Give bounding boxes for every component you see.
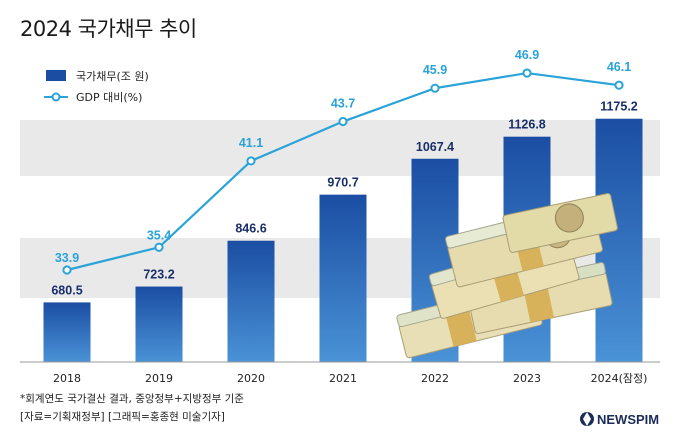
x-tick-label: 2019 — [145, 372, 173, 385]
note-source: [자료=기획재정부] [그래픽=홍종현 미술기자] — [20, 410, 225, 423]
bar-2021 — [319, 194, 367, 362]
legend-bar-label: 국가채무(조 원) — [76, 70, 149, 83]
gdp-value-label: 41.1 — [239, 136, 263, 150]
gdp-point-2024(잠정) — [614, 80, 624, 90]
gdp-value-label: 35.4 — [147, 228, 171, 242]
legend-bar-swatch — [46, 70, 66, 81]
gdp-value-label: 46.1 — [607, 60, 631, 74]
bar-value-label: 1067.4 — [416, 140, 454, 154]
x-tick-label: 2018 — [53, 372, 81, 385]
bar-2018 — [43, 302, 91, 362]
bar-value-label: 846.6 — [235, 222, 266, 236]
bar-value-label: 970.7 — [327, 176, 358, 190]
bar-value-label: 1126.8 — [508, 118, 546, 132]
brand-name: NEWSPIM — [597, 412, 659, 427]
gdp-point-2019 — [154, 242, 164, 252]
bar-2020 — [227, 240, 275, 362]
gdp-value-label: 33.9 — [55, 251, 79, 265]
x-ticks: 2018 2019 2020 2021 2022 2023 2024(잠정) — [53, 372, 647, 385]
money-illustration — [396, 193, 618, 359]
gdp-point-2020 — [246, 156, 256, 166]
bar-series: 680.5 723.2 846.6 970.7 1067.4 1126.8 1175.2 — [43, 100, 643, 362]
legend-line-marker — [51, 92, 61, 102]
x-tick-label: 2020 — [237, 372, 265, 385]
gdp-point-2021 — [338, 116, 348, 127]
x-tick-label: 2024(잠정) — [591, 372, 648, 385]
legend: 국가채무(조 원) GDP 대비(%) — [44, 70, 149, 104]
gdp-value-label: 43.7 — [331, 97, 355, 111]
bar-value-label: 723.2 — [143, 268, 174, 282]
x-tick-label: 2022 — [421, 372, 449, 385]
bar-2024(잠정) — [595, 118, 643, 362]
gdp-points: 33.9 35.4 41.1 43.7 45.9 46.9 46.1 — [55, 48, 631, 275]
gdp-point-2023 — [522, 68, 532, 78]
gdp-value-label: 46.9 — [515, 48, 539, 62]
bar-2019 — [135, 286, 183, 362]
bar-value-label: 680.5 — [51, 283, 82, 297]
x-tick-label: 2023 — [513, 372, 541, 385]
gdp-point-2018 — [62, 265, 72, 275]
brand-logo: NEWSPIM — [580, 412, 659, 427]
x-tick-label: 2021 — [329, 372, 357, 385]
gdp-value-label: 45.9 — [423, 63, 447, 77]
gdp-point-2022 — [430, 83, 440, 93]
note-basis: *회계연도 국가결산 결과, 중앙정부+지방정부 기준 — [20, 393, 244, 405]
bar-value-label: 1175.2 — [600, 100, 638, 114]
legend-line-label: GDP 대비(%) — [76, 91, 142, 104]
chart-title: 2024 국가채무 추이 — [20, 17, 197, 41]
